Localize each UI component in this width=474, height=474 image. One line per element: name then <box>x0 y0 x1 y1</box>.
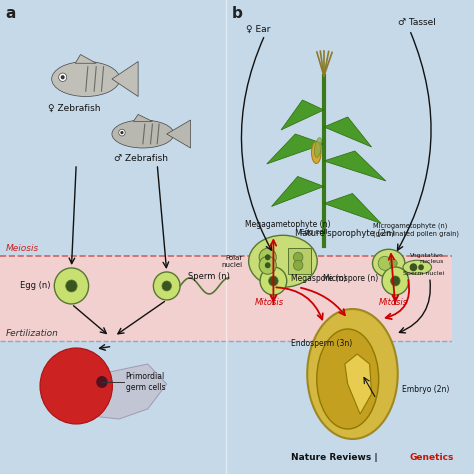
Polygon shape <box>345 354 372 414</box>
Text: b: b <box>231 6 242 21</box>
Circle shape <box>382 267 409 295</box>
Circle shape <box>265 262 271 268</box>
Circle shape <box>66 280 77 292</box>
Circle shape <box>118 129 125 136</box>
Text: a: a <box>6 6 16 21</box>
Text: Mitosis: Mitosis <box>255 298 283 307</box>
Text: ♀ Ear: ♀ Ear <box>246 25 270 34</box>
Polygon shape <box>324 193 381 223</box>
Text: ♂ Tassel: ♂ Tassel <box>398 18 436 27</box>
Circle shape <box>390 259 397 267</box>
Text: Mature sporophyte (2n): Mature sporophyte (2n) <box>295 229 395 238</box>
Ellipse shape <box>373 249 405 277</box>
Circle shape <box>154 272 180 300</box>
Ellipse shape <box>315 137 322 157</box>
Circle shape <box>162 281 172 291</box>
Circle shape <box>96 376 108 388</box>
Circle shape <box>259 256 276 274</box>
Polygon shape <box>167 120 191 148</box>
Circle shape <box>259 248 276 266</box>
Text: Sperm (n): Sperm (n) <box>188 272 229 281</box>
Circle shape <box>260 267 287 295</box>
Text: ♂ Zebrafish: ♂ Zebrafish <box>114 154 168 163</box>
Text: Egg (n): Egg (n) <box>20 282 51 291</box>
Text: Microspore (n): Microspore (n) <box>323 274 378 283</box>
Polygon shape <box>281 100 324 130</box>
Text: Endosperm (3n): Endosperm (3n) <box>291 339 352 348</box>
Circle shape <box>61 75 64 79</box>
Text: Egg cell: Egg cell <box>300 229 328 235</box>
Circle shape <box>269 276 278 286</box>
Circle shape <box>410 263 417 271</box>
Ellipse shape <box>317 329 379 429</box>
Polygon shape <box>267 134 324 164</box>
Ellipse shape <box>311 141 321 164</box>
Circle shape <box>59 73 67 82</box>
Text: Genetics: Genetics <box>410 453 454 462</box>
Circle shape <box>55 268 89 304</box>
Ellipse shape <box>52 62 120 97</box>
Circle shape <box>378 256 392 270</box>
Ellipse shape <box>112 120 174 148</box>
Bar <box>0 256 452 341</box>
Ellipse shape <box>249 235 317 287</box>
Polygon shape <box>112 62 138 97</box>
Polygon shape <box>43 364 167 419</box>
Polygon shape <box>272 176 324 207</box>
Circle shape <box>120 131 124 134</box>
Polygon shape <box>75 55 96 63</box>
Text: Megagametophyte (n): Megagametophyte (n) <box>245 220 330 229</box>
Text: Sperm nuclei: Sperm nuclei <box>403 271 444 276</box>
Text: Megaspore (n): Megaspore (n) <box>291 274 346 283</box>
Polygon shape <box>133 114 153 121</box>
Text: Meiosis: Meiosis <box>6 244 39 253</box>
Circle shape <box>265 254 271 260</box>
Text: Fertilization: Fertilization <box>6 329 59 338</box>
Text: Vegatative
nucleus: Vegatative nucleus <box>410 253 444 264</box>
Circle shape <box>418 264 424 270</box>
Text: Primordial
germ cells: Primordial germ cells <box>126 372 165 392</box>
Polygon shape <box>324 151 386 181</box>
Text: Microgametophyte (n)
(germinated pollen grain): Microgametophyte (n) (germinated pollen … <box>374 223 459 237</box>
Text: ♀ Zebrafish: ♀ Zebrafish <box>47 104 100 113</box>
Circle shape <box>293 260 303 270</box>
Ellipse shape <box>403 260 431 274</box>
Circle shape <box>293 252 303 262</box>
Polygon shape <box>324 117 372 147</box>
Text: Embryo (2n): Embryo (2n) <box>402 384 449 393</box>
Circle shape <box>40 348 112 424</box>
Text: Mitosis: Mitosis <box>379 298 408 307</box>
Ellipse shape <box>307 309 398 439</box>
Text: Polar
nuclei: Polar nuclei <box>222 255 243 268</box>
Circle shape <box>391 276 400 286</box>
Text: Nature Reviews |: Nature Reviews | <box>291 453 380 462</box>
FancyBboxPatch shape <box>288 248 310 274</box>
